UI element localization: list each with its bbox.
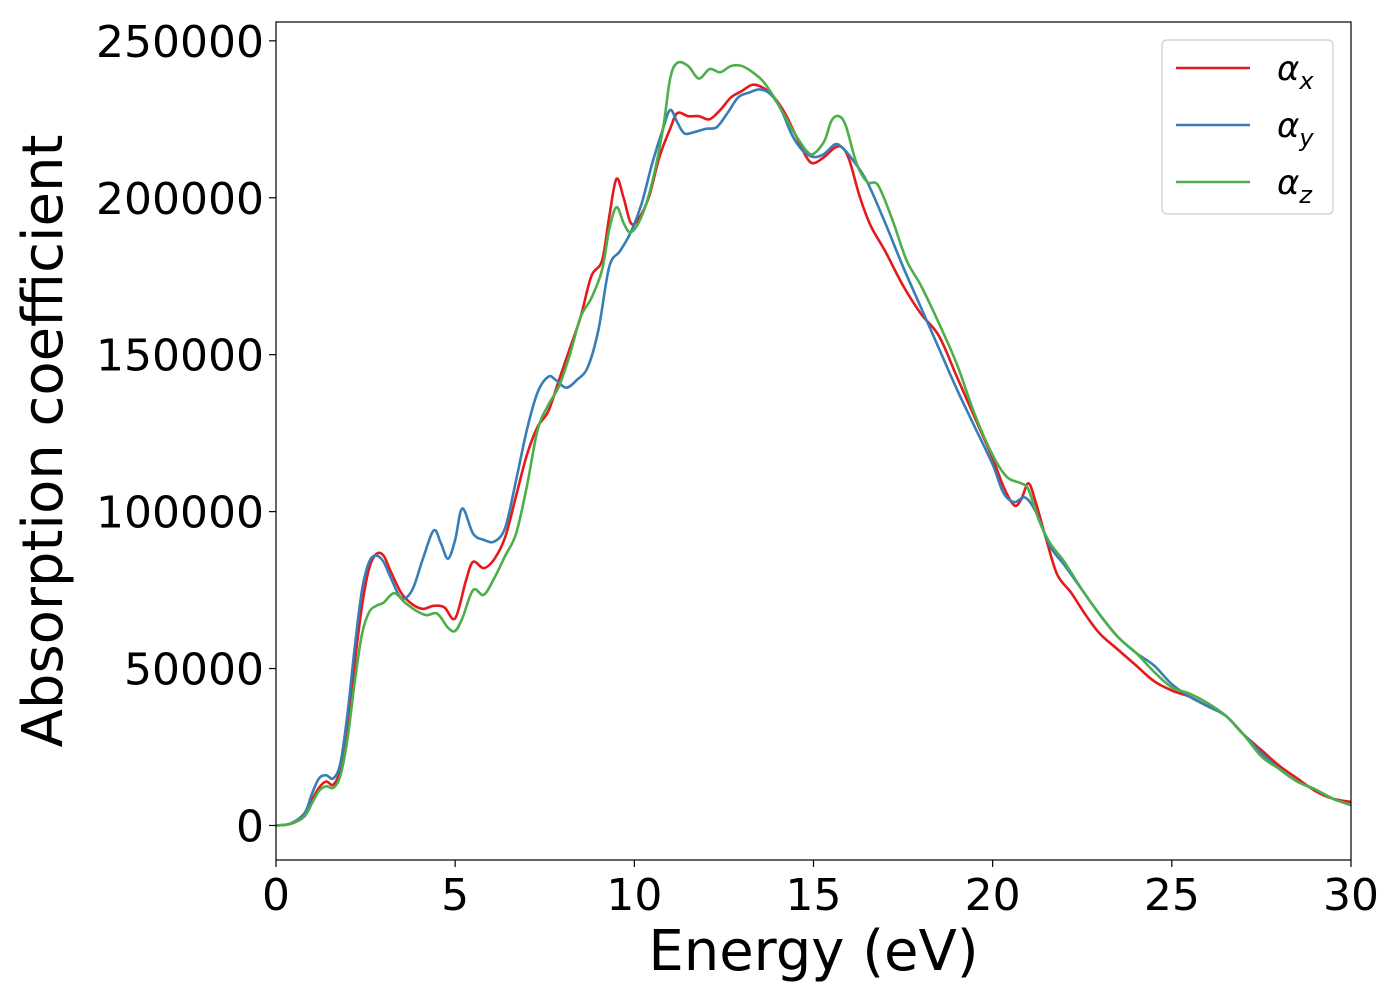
x-tick-label: 30 <box>1323 870 1379 921</box>
series-line-alpha-z <box>276 60 1351 827</box>
legend-label-alpha-x: αx <box>1277 49 1314 95</box>
legend-box <box>1161 39 1334 215</box>
x-tick-label: 25 <box>1144 870 1200 921</box>
y-axis-label: Absorption coefficient <box>11 135 76 748</box>
y-tick-label: 50000 <box>124 645 264 696</box>
x-tick-label: 20 <box>965 870 1021 921</box>
y-tick-label: 150000 <box>96 331 264 382</box>
y-tick-label: 250000 <box>96 17 264 68</box>
x-tick-label: 10 <box>606 870 662 921</box>
series-layer <box>276 60 1351 827</box>
x-tick-label: 15 <box>786 870 842 921</box>
x-ticks: 0 5 10 15 20 25 30 <box>262 860 1379 921</box>
y-tick-label: 0 <box>236 801 264 852</box>
y-tick-label: 100000 <box>96 488 264 539</box>
legend-label-alpha-z: αz <box>1277 163 1313 209</box>
x-axis-label: Energy (eV) <box>648 919 978 984</box>
x-tick-label: 0 <box>262 870 290 921</box>
y-tick-label: 200000 <box>96 174 264 225</box>
legend: αx αy αz <box>1161 39 1334 215</box>
legend-label-alpha-y: αy <box>1277 106 1314 152</box>
y-ticks: 0 50000 100000 150000 200000 250000 <box>96 17 276 852</box>
x-tick-label: 5 <box>441 870 469 921</box>
series-line-alpha-x <box>276 83 1351 827</box>
